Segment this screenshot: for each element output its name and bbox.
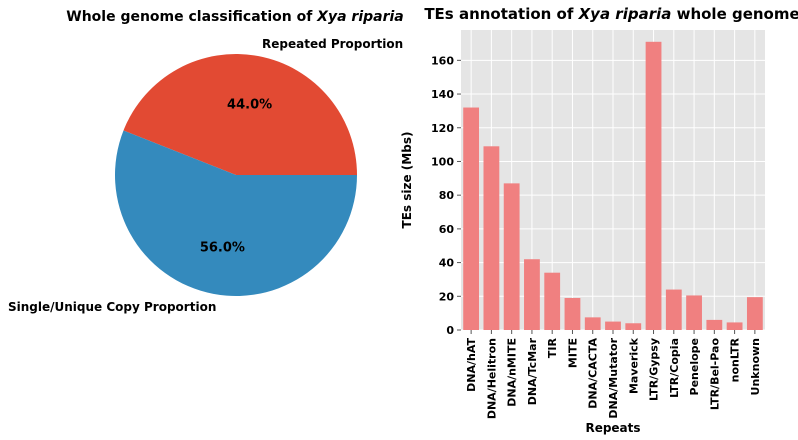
x-tick-label: DNA/CACTA — [587, 338, 600, 409]
pie-slice — [114, 130, 357, 297]
bar-chart-title: TEs annotation of Xya riparia whole geno… — [424, 5, 798, 23]
y-axis-ticks: 0 20 40 60 80 100 120 140 160 — [431, 54, 461, 337]
y-tick-label: 0 — [446, 324, 454, 337]
pie-percent-label: 44.0% — [227, 98, 272, 113]
x-tick-label: nonLTR — [729, 337, 742, 382]
pie-chart: Whole genome classification of Xya ripar… — [8, 9, 404, 314]
y-tick-label: 140 — [431, 88, 454, 101]
x-tick-label: LTR/Gypsy — [648, 338, 661, 401]
pie-chart-title: Whole genome classification of Xya ripar… — [66, 9, 404, 25]
bar — [544, 272, 561, 330]
bar-chart: TEs annotation of Xya riparia whole geno… — [400, 5, 798, 435]
pie-slices — [114, 54, 358, 297]
x-tick-label: LTR/Bel-Pao — [708, 338, 721, 411]
x-tick-label: Unknown — [749, 338, 762, 395]
x-tick-label: DNA/hAT — [465, 338, 478, 392]
y-tick-label: 80 — [439, 189, 455, 202]
pie-title-prefix: Whole genome classification of — [66, 9, 317, 25]
pie-slice-label: Repeated Proportion — [262, 37, 403, 51]
y-tick-label: 160 — [431, 54, 454, 67]
bar — [584, 317, 601, 330]
bar — [726, 322, 743, 330]
y-tick-label: 60 — [439, 223, 455, 236]
x-tick-label: DNA/Helitron — [485, 338, 498, 419]
pie-slice-label: Single/Unique Copy Proportion — [8, 300, 216, 314]
bar — [706, 319, 723, 330]
bar — [483, 146, 500, 330]
bar — [645, 41, 662, 330]
bars — [463, 41, 763, 330]
y-tick-label: 100 — [431, 155, 454, 168]
pie-title-italic: Xya riparia — [316, 9, 404, 25]
y-tick-label: 120 — [431, 122, 454, 135]
y-axis-label: TEs size (Mbs) — [400, 132, 414, 229]
y-tick-label: 40 — [439, 257, 455, 270]
x-axis-ticks: DNA/hAT DNA/Helitron DNA/nMITE DNA/TcMar TIR… — [465, 330, 762, 419]
x-tick-label: DNA/Mutator — [607, 337, 620, 418]
x-tick-label: TIR — [546, 337, 559, 358]
bar-title-prefix: TEs annotation of — [424, 5, 578, 23]
bar — [564, 297, 581, 330]
bar — [746, 297, 763, 330]
bar — [665, 289, 682, 330]
x-tick-label: DNA/TcMar — [526, 337, 539, 405]
bar — [463, 107, 480, 330]
pie-slice — [123, 54, 358, 175]
bar-title-italic: Xya riparia — [578, 5, 672, 23]
x-tick-label: MITE — [566, 338, 579, 368]
y-tick-label: 20 — [439, 290, 455, 303]
bar — [503, 183, 520, 330]
bar — [686, 295, 702, 330]
bar-title-suffix: whole genome — [671, 5, 798, 23]
bar — [524, 259, 540, 330]
x-tick-label: Penelope — [688, 338, 701, 395]
bar — [625, 323, 642, 330]
x-tick-label: LTR/Copia — [668, 338, 681, 398]
x-tick-label: Maverick — [627, 337, 640, 394]
pie-percent-label: 56.0% — [200, 240, 245, 255]
x-axis-label: Repeats — [585, 421, 640, 435]
bar — [605, 321, 621, 330]
x-tick-label: DNA/nMITE — [506, 338, 519, 407]
pie-labels: 44.0% Repeated Proportion 56.0% Single/Uniq… — [8, 37, 403, 314]
